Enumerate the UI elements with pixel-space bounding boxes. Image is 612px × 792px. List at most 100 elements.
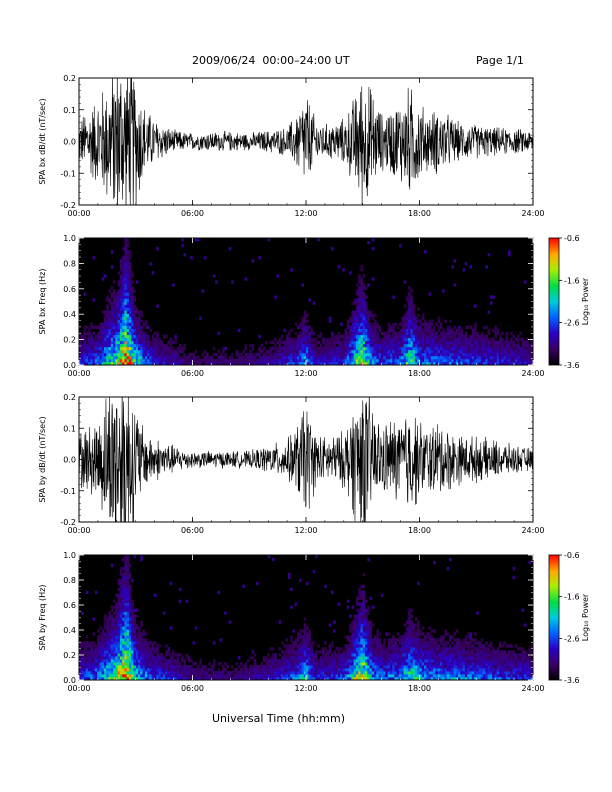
spectrogram-cell — [467, 349, 470, 354]
spectrogram-cell — [303, 331, 307, 336]
spectrogram-cell — [342, 346, 345, 351]
spectrogram-cell — [144, 331, 148, 336]
spectrogram-cell — [312, 569, 316, 574]
spectrogram-cell — [389, 668, 393, 672]
spectrogram-cell — [85, 647, 89, 651]
spectrogram-cell — [410, 337, 413, 342]
spectrogram-cell — [131, 641, 134, 645]
x-tick-label: 12:00 — [294, 209, 317, 218]
spectrogram-cell — [206, 352, 209, 357]
spectrogram-cell — [138, 647, 141, 651]
spectrogram-cell — [437, 340, 441, 345]
spectrogram-cell — [437, 647, 441, 651]
spectrogram-cell — [101, 659, 105, 663]
spectrogram-cell — [299, 671, 302, 675]
spectrogram-cell — [276, 662, 280, 666]
spectrogram-cell — [480, 334, 484, 339]
spectrogram-cell — [144, 662, 148, 666]
spectrogram-cell — [358, 307, 361, 311]
spectrogram-cell — [439, 650, 443, 654]
spectrogram-cell — [349, 638, 352, 642]
spectrogram-cell — [492, 355, 495, 360]
spectrogram-cell — [94, 668, 98, 672]
spectrogram-cell — [369, 656, 373, 660]
spectrogram-cell — [122, 611, 125, 615]
spectrogram-cell — [303, 647, 307, 651]
spectrogram-cell — [498, 334, 502, 339]
spectrogram-cell — [199, 668, 202, 672]
spectrogram-cell — [369, 355, 373, 360]
spectrogram-cell — [433, 334, 436, 339]
spectrogram-cell — [83, 349, 87, 354]
spectrogram-cell — [135, 632, 139, 636]
spectrogram-cell — [458, 355, 461, 360]
spectrogram-cell — [492, 343, 495, 348]
spectrogram-cell — [176, 358, 180, 363]
spectrogram-cell — [169, 662, 173, 666]
spectrogram-cell — [90, 349, 93, 354]
spectrogram-cell — [79, 662, 82, 666]
spectrogram-cell — [446, 340, 450, 345]
spectrogram-cell — [135, 623, 139, 627]
spectrogram-cell — [412, 322, 416, 326]
spectrogram-cell — [160, 665, 164, 669]
spectrogram-cell — [455, 358, 459, 363]
spectrogram-cell — [119, 617, 123, 621]
spectrogram-cell — [430, 665, 434, 669]
spectrogram-cell — [378, 671, 382, 675]
spectrogram-cell — [194, 668, 198, 672]
spectrogram-cell — [408, 641, 411, 645]
spectrogram-cell — [387, 322, 391, 326]
spectrogram-cell — [281, 650, 284, 654]
spectrogram-cell — [369, 632, 373, 636]
spectrogram-cell — [90, 334, 93, 339]
spectrogram-cell — [267, 665, 270, 669]
spectrogram-cell — [287, 349, 291, 354]
spectrogram-cell — [169, 337, 173, 342]
spectrogram-cell — [405, 674, 409, 678]
spectrogram-cell — [376, 352, 379, 357]
spectrogram-cell — [460, 358, 463, 363]
spectrogram-cell — [101, 632, 105, 636]
spectrogram-cell — [113, 361, 116, 365]
spectrogram-cell — [228, 674, 232, 678]
spectrogram-cell — [128, 629, 132, 633]
spectrogram-cell — [97, 656, 100, 660]
spectrogram-cell — [485, 343, 488, 348]
spectrogram-cell — [197, 674, 200, 678]
spectrogram-cell — [351, 635, 354, 639]
spectrogram-cell — [396, 346, 400, 351]
spectrogram-cell — [158, 343, 162, 348]
spectrogram-cell — [138, 352, 141, 357]
spectrogram-cell — [160, 662, 164, 666]
spectrogram-cell — [122, 662, 125, 666]
spectrogram-cell — [453, 331, 457, 336]
spectrogram-cell — [142, 358, 146, 363]
spectrogram-cell — [405, 322, 409, 326]
spectrogram-cell — [117, 328, 121, 333]
spectrogram-cell — [419, 677, 423, 680]
spectrogram-cell — [249, 361, 252, 365]
spectrogram-cell — [142, 659, 146, 663]
spectrogram-cell — [414, 641, 418, 645]
spectrogram-cell — [287, 340, 291, 345]
spectrogram-cell — [296, 340, 300, 345]
spectrogram-cell — [119, 307, 123, 311]
spectrogram-cell — [342, 352, 345, 357]
spectrogram-cell — [321, 647, 325, 651]
spectrogram-cell — [110, 361, 114, 365]
spectrogram-cell — [446, 325, 450, 330]
spectrogram-cell — [97, 346, 100, 351]
spectrogram-cell — [476, 334, 479, 339]
spectrogram-cell — [128, 250, 132, 254]
spectrogram-cell — [401, 334, 404, 339]
spectrogram-cell — [281, 656, 284, 660]
spectrogram-cell — [133, 665, 137, 669]
spectrogram-cell — [378, 328, 382, 333]
spectrogram-cell — [371, 677, 375, 680]
spectrogram-cell — [433, 343, 436, 348]
spectrogram-cell — [451, 352, 454, 357]
spectrogram-cell — [428, 632, 432, 636]
spectrogram-cell — [369, 310, 373, 314]
spectrogram-cell — [353, 635, 357, 639]
